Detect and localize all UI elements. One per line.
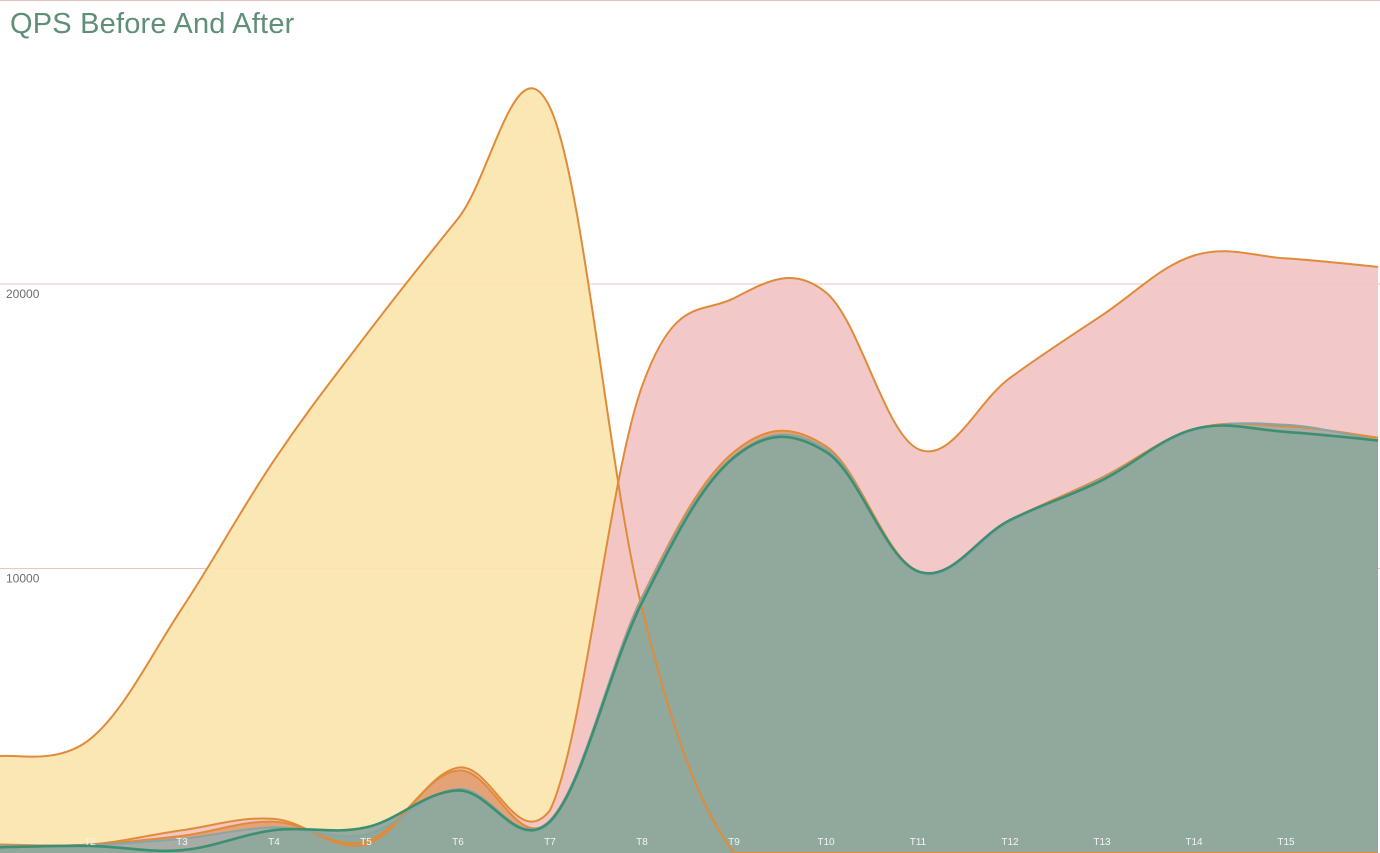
y-tick-label: 20000 bbox=[6, 287, 40, 301]
x-tick-label: T7 bbox=[544, 837, 556, 848]
x-tick-label: T3 bbox=[176, 837, 188, 848]
x-tick-label: T14 bbox=[1185, 837, 1203, 848]
x-tick-label: T15 bbox=[1277, 837, 1295, 848]
x-tick-label: T9 bbox=[728, 837, 740, 848]
x-tick-label: T2 bbox=[84, 837, 96, 848]
x-tick-label: T10 bbox=[817, 837, 835, 848]
x-tick-label: T8 bbox=[636, 837, 648, 848]
y-tick-label: 10000 bbox=[6, 572, 40, 586]
x-tick-label: T5 bbox=[360, 837, 372, 848]
x-tick-label: T12 bbox=[1001, 837, 1019, 848]
x-tick-label: T4 bbox=[268, 837, 280, 848]
x-tick-label: T6 bbox=[452, 837, 464, 848]
x-tick-label: T13 bbox=[1093, 837, 1111, 848]
series-areas bbox=[0, 88, 1378, 853]
x-tick-label: T11 bbox=[910, 837, 927, 848]
